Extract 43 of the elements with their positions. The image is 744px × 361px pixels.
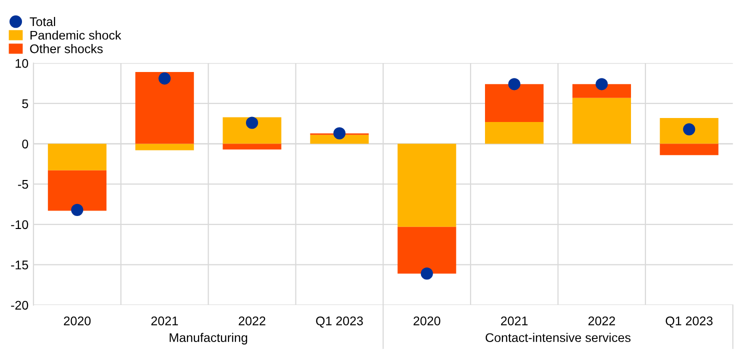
legend-label: Other shocks [30, 44, 103, 54]
bar [222, 144, 282, 150]
bar [398, 144, 456, 227]
bar [485, 122, 544, 144]
x-tick-label: Q1 2023 [666, 316, 713, 328]
point [71, 204, 84, 216]
bar [485, 84, 544, 122]
point [683, 123, 696, 136]
bar [310, 134, 369, 144]
bar [222, 117, 282, 144]
y-tick-label: 5 [22, 99, 28, 108]
point [508, 78, 520, 90]
bar [48, 144, 106, 170]
text: Manufacturing [170, 332, 248, 345]
bar [572, 98, 631, 144]
legend-label: Total [30, 16, 56, 26]
x-tick-label: 2021 [151, 316, 178, 326]
text: Contact-intensive services [486, 332, 630, 342]
point [333, 127, 346, 140]
bar [48, 170, 106, 211]
x-tick-label: 2021 [501, 316, 528, 326]
y-tick-label: -20 [11, 300, 28, 310]
bar [572, 84, 631, 98]
x-tick-label: 2020 [64, 316, 91, 326]
y-tick-label: -10 [11, 220, 28, 230]
point [158, 72, 171, 85]
legend-label: Pandemic shock [30, 30, 122, 40]
y-tick-label: -15 [11, 260, 28, 270]
bar [660, 118, 718, 144]
y-tick-label: 10 [16, 58, 28, 68]
bar [135, 144, 194, 150]
y-tick-label: 0 [22, 140, 28, 148]
bar [135, 72, 194, 144]
bar [398, 226, 456, 274]
y-tick-label: -5 [18, 180, 28, 189]
x-tick-label: 2022 [588, 316, 615, 326]
point [420, 268, 433, 280]
x-tick-label: 2020 [414, 316, 440, 326]
x-tick-label: 2022 [238, 316, 266, 326]
bar [660, 144, 718, 156]
point [596, 78, 608, 90]
x-tick-label: Q1 2023 [316, 316, 363, 328]
point [246, 116, 258, 129]
